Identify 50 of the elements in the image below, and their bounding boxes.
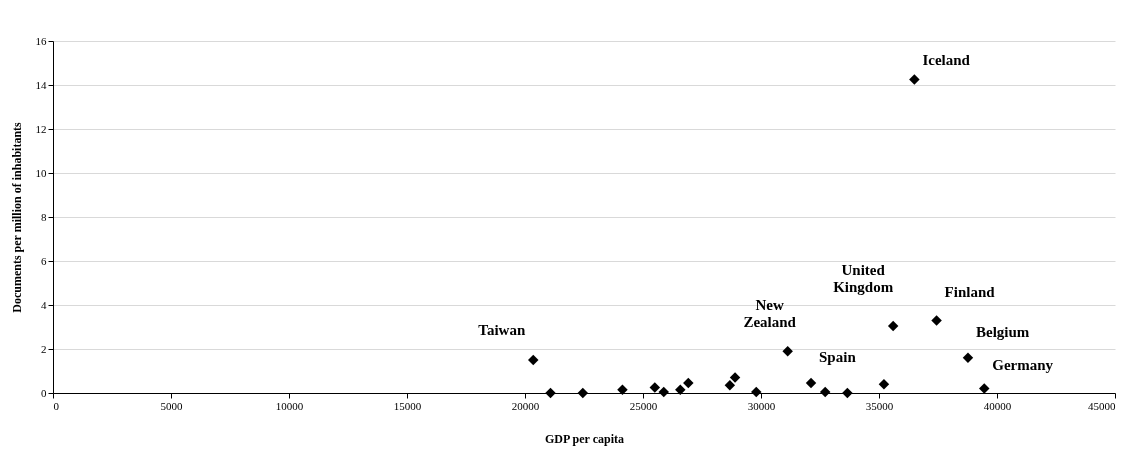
annotation: New Zealand [743, 297, 797, 331]
point [658, 386, 670, 398]
y-tick-label: 0 [41, 386, 47, 399]
y-tick-label: 14 [35, 78, 47, 91]
point [979, 383, 990, 394]
point [805, 377, 817, 389]
x-tick-label: 10000 [275, 399, 304, 412]
point [887, 320, 899, 332]
x-tick-label: 45000 [1088, 399, 1116, 412]
point [617, 384, 628, 395]
y-tick-label: 4 [41, 298, 47, 311]
x-tick-label: 30000 [747, 399, 776, 412]
point [782, 345, 793, 357]
annotation: United Kingdom [833, 261, 894, 295]
x-tick-label: 20000 [511, 399, 540, 412]
point [878, 378, 890, 390]
y-tick-label: 12 [35, 122, 47, 135]
y-tick-label: 16 [35, 34, 47, 47]
y-tick-label: 8 [41, 210, 47, 223]
point [724, 380, 736, 391]
point [683, 377, 694, 389]
x-tick-label: 15000 [393, 399, 422, 412]
point [528, 354, 539, 366]
x-tick-label: 25000 [629, 399, 658, 412]
annotation: Finland [944, 284, 996, 301]
y-tick-label: 6 [41, 254, 47, 267]
point [962, 352, 974, 364]
y-tick-label: 2 [41, 342, 47, 355]
annotation: Taiwan [478, 322, 526, 338]
annotation: Iceland [922, 51, 971, 68]
point [819, 386, 831, 398]
x-tick-label: 5000 [160, 399, 183, 412]
point [545, 387, 556, 399]
point [909, 74, 920, 85]
x-axis-title: GDP per capita [544, 431, 625, 446]
point [751, 386, 762, 398]
point [729, 372, 741, 383]
x-tick-label: 0 [53, 399, 60, 412]
y-axis-title: Documents per million of inhabitants [9, 121, 24, 313]
annotation: Belgium [975, 323, 1030, 340]
point [577, 387, 589, 399]
point [649, 382, 661, 393]
point [842, 387, 853, 399]
annotation: Spain [819, 349, 857, 366]
y-tick-label: 10 [35, 166, 47, 179]
annotation: Germany [992, 356, 1054, 373]
point [675, 384, 686, 395]
x-tick-label: 40000 [983, 399, 1012, 412]
x-tick-label: 35000 [865, 399, 894, 412]
point [931, 315, 942, 326]
